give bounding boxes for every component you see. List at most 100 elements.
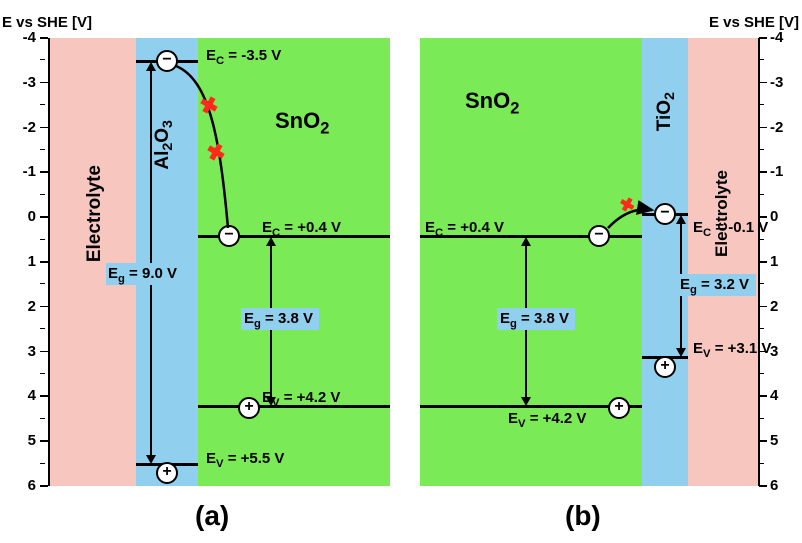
b-tio2-ec-label: EC = -0.1 V	[693, 219, 768, 239]
tick	[40, 463, 45, 464]
region-b-electrolyte	[688, 38, 758, 486]
label-b-electrolyte: Electrolyte	[712, 170, 732, 257]
tick-label: -3	[770, 74, 792, 91]
b-tio2-eg-label: Eg = 3.2 V	[680, 276, 749, 296]
tick	[40, 82, 48, 84]
region-a-sno2	[198, 38, 390, 486]
arrow-head	[521, 397, 531, 406]
tick	[40, 59, 45, 60]
tick	[40, 373, 45, 374]
tick-label: 1	[770, 253, 792, 270]
b-sno2-eg-label: Eg = 3.8 V	[500, 310, 569, 330]
hole-a-al2o3: +	[156, 462, 178, 484]
tick-label: -1	[14, 163, 36, 180]
tick	[40, 328, 45, 329]
b-sno2-ec-label: EC = +0.4 V	[425, 219, 504, 239]
arrow-head	[521, 237, 531, 246]
tick-label: -2	[770, 119, 792, 136]
diagram-root: E vs SHE [V] E vs SHE [V] Electrolyte Al…	[0, 0, 802, 543]
electron-b-tio2: −	[654, 203, 676, 225]
tick	[40, 418, 45, 419]
tick-label: -2	[14, 119, 36, 136]
tick-label: -4	[14, 29, 36, 46]
arrow-head	[676, 215, 686, 224]
tick	[40, 440, 48, 442]
label-b-sno2: SnO2	[465, 88, 519, 118]
a-sno2-ec-label: EC = +0.4 V	[262, 219, 341, 239]
tick	[40, 171, 48, 173]
tick	[759, 194, 764, 195]
tick	[759, 328, 764, 329]
tick	[759, 283, 764, 284]
tick-label: -1	[770, 163, 792, 180]
tick	[759, 171, 767, 173]
label-a-sno2: SnO2	[275, 108, 329, 138]
tick	[40, 149, 45, 150]
electron-a-sno2: −	[218, 225, 240, 247]
a-al2o3-ev-label: EV = +5.5 V	[206, 450, 284, 470]
tick-label: 4	[770, 387, 792, 404]
tick-label: 6	[14, 477, 36, 494]
tick	[40, 37, 48, 39]
tick	[40, 216, 48, 218]
region-a-al2o3	[136, 38, 198, 486]
tick-label: -4	[770, 29, 792, 46]
panel-b-label: (b)	[565, 500, 601, 532]
tick	[759, 418, 764, 419]
tick-label: 3	[770, 343, 792, 360]
tick	[759, 239, 764, 240]
tick	[40, 239, 45, 240]
a-sno2-eg-label: Eg = 3.8 V	[244, 310, 313, 330]
hole-b-tio2: +	[654, 356, 676, 378]
panel-a-label: (a)	[195, 500, 229, 532]
tick	[759, 373, 764, 374]
tick-label: 2	[14, 298, 36, 315]
tick	[759, 82, 767, 84]
hole-b-sno2: +	[608, 397, 630, 419]
tick	[759, 395, 767, 397]
tick	[759, 440, 767, 442]
tick	[759, 485, 767, 487]
tick-label: 3	[14, 343, 36, 360]
tick	[759, 261, 767, 263]
tick	[759, 59, 764, 60]
a-al2o3-ec-label: EC = -3.5 V	[206, 47, 281, 67]
tick	[40, 306, 48, 308]
label-a-al2o3: Al2O3	[152, 118, 176, 172]
tick-label: 5	[14, 432, 36, 449]
tick-label: 6	[770, 477, 792, 494]
arrow-head	[676, 348, 686, 357]
tick-label: 0	[14, 208, 36, 225]
label-a-electrolyte: Electrolyte	[84, 165, 106, 262]
arrow-head	[266, 397, 276, 406]
tick	[40, 194, 45, 195]
tick	[40, 127, 48, 129]
tick	[759, 463, 764, 464]
tick	[40, 351, 48, 353]
tick	[40, 395, 48, 397]
arrow-head	[146, 62, 156, 71]
tick	[40, 261, 48, 263]
a-al2o3-eg-label: Eg = 9.0 V	[108, 265, 177, 285]
arrow-head	[146, 455, 156, 464]
tick	[40, 283, 45, 284]
tick	[759, 216, 767, 218]
b-sno2-ev-label: EV = +4.2 V	[508, 410, 586, 430]
electron-b-sno2: −	[588, 225, 610, 247]
tick	[759, 351, 767, 353]
tick	[759, 37, 767, 39]
tick-label: 0	[770, 208, 792, 225]
tick-label: -3	[14, 74, 36, 91]
tick	[759, 149, 764, 150]
electron-a-al2o3: −	[156, 50, 178, 72]
tick-label: 2	[770, 298, 792, 315]
label-b-tio2: TiO2	[654, 92, 678, 131]
tick	[759, 104, 764, 105]
hole-a-sno2: +	[238, 397, 260, 419]
arrow-head	[266, 237, 276, 246]
tick	[40, 104, 45, 105]
tick-label: 5	[770, 432, 792, 449]
tick	[759, 127, 767, 129]
tick	[40, 485, 48, 487]
tick	[759, 306, 767, 308]
